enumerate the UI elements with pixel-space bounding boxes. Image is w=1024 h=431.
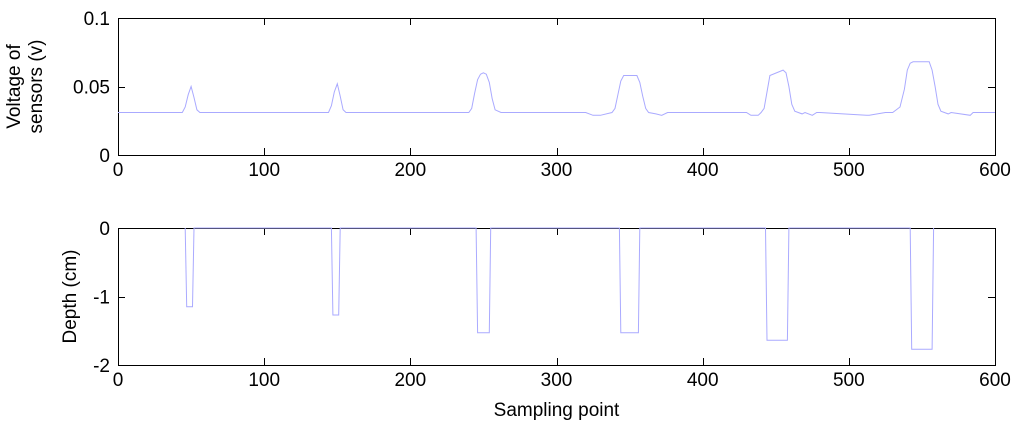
x-tick-label: 400 bbox=[687, 160, 719, 181]
y-tick-label: 0.1 bbox=[84, 9, 110, 30]
x-tick-label: 400 bbox=[687, 370, 719, 391]
y-axis-title: sensors (v) bbox=[26, 40, 47, 134]
plots: 0 100 200 300 400 500 600 0 0.05 0.1 Voltage of sen… bbox=[4, 9, 1011, 421]
x-tick-label: 500 bbox=[833, 370, 865, 391]
x-tick-label: 600 bbox=[979, 160, 1011, 181]
x-tick-label: 0 bbox=[113, 370, 124, 391]
x-tick-label: 100 bbox=[248, 160, 280, 181]
y-axis-title: Depth (cm) bbox=[60, 250, 81, 344]
x-tick-label: 500 bbox=[833, 160, 865, 181]
x-tick-label: 300 bbox=[541, 160, 573, 181]
x-tick-label: 0 bbox=[113, 160, 124, 181]
y-tick-label: 0 bbox=[99, 219, 110, 240]
y-tick-label: -2 bbox=[93, 356, 110, 377]
series-line bbox=[118, 61, 995, 116]
x-tick-label: 600 bbox=[979, 370, 1011, 391]
y-tick-label: -1 bbox=[93, 288, 110, 309]
series-line bbox=[184, 227, 935, 350]
y-tick-label: 0.05 bbox=[73, 78, 110, 99]
x-tick-label: 200 bbox=[394, 160, 426, 181]
x-tick-label: 200 bbox=[394, 370, 426, 391]
x-tick-label: 300 bbox=[541, 370, 573, 391]
y-axis-title: Voltage of bbox=[4, 44, 25, 129]
y-tick-label: 0 bbox=[99, 146, 110, 167]
x-tick-label: 100 bbox=[248, 370, 280, 391]
x-axis-title: Sampling point bbox=[494, 400, 620, 421]
subplot-2: 0 100 200 300 400 500 600 -2 -1 0 Depth (cm) Sampli… bbox=[60, 219, 1011, 421]
subplot-1: 0 100 200 300 400 500 600 0 0.05 0.1 Voltage of sen… bbox=[4, 9, 1011, 181]
